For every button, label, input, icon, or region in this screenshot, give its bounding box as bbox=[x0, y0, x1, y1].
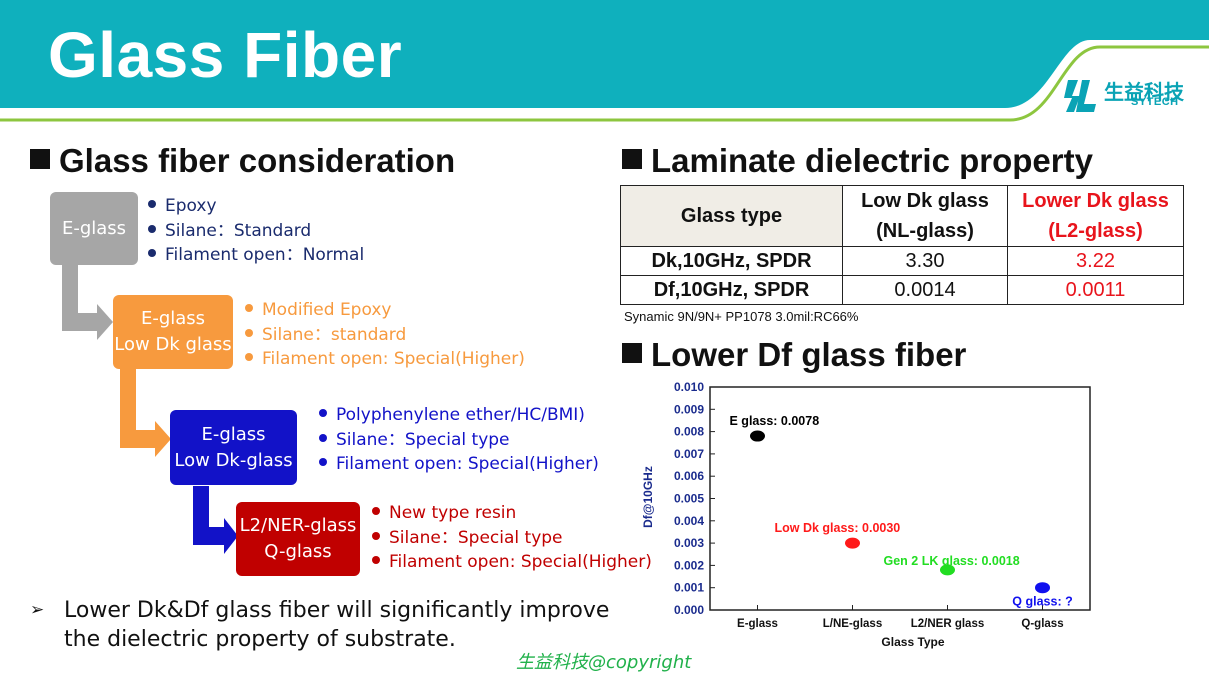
flow-box-label: Q-glass bbox=[264, 541, 332, 562]
bullet-list-low-dk-glass-2: Polyphenylene ether/HC/BMI) Silane：Speci… bbox=[319, 403, 599, 477]
y-tick-label: 0.000 bbox=[674, 603, 704, 617]
list-item: Silane：Special type bbox=[319, 428, 599, 453]
laminate-dielectric-heading: Laminate dielectric property bbox=[622, 142, 1093, 180]
list-item: Filament open: Special(Higher) bbox=[245, 347, 525, 372]
flow-arrows bbox=[62, 265, 238, 554]
data-label: Q glass: ? bbox=[1012, 595, 1072, 609]
data-point bbox=[845, 537, 860, 549]
sytech-logo-icon bbox=[1064, 80, 1096, 112]
square-bullet-icon bbox=[622, 343, 642, 363]
bullet-dot-icon bbox=[148, 249, 156, 257]
header-band bbox=[0, 0, 1209, 122]
table-note: Synamic 9N/9N+ PP1078 3.0mil:RC66% bbox=[624, 309, 859, 324]
lower-df-heading: Lower Df glass fiber bbox=[622, 336, 966, 374]
data-label: E glass: 0.0078 bbox=[730, 414, 820, 428]
x-tick-label: Q-glass bbox=[1021, 618, 1063, 630]
page-title: Glass Fiber bbox=[48, 19, 403, 91]
flow-box-label: L2/NER-glass bbox=[239, 515, 357, 536]
table-cell: 0.0011 bbox=[1007, 275, 1184, 305]
data-label: Low Dk glass: 0.0030 bbox=[775, 521, 901, 535]
y-tick-label: 0.005 bbox=[674, 492, 704, 506]
bullet-list-q-glass: New type resin Silane：Special type Filam… bbox=[372, 501, 652, 575]
data-point bbox=[750, 430, 765, 442]
bullet-list-e-glass: Epoxy Silane：Standard Filament open：Norm… bbox=[148, 194, 364, 268]
bullet-dot-icon bbox=[372, 556, 380, 564]
data-point bbox=[1035, 582, 1050, 594]
flow-box-label: Low Dk-glass bbox=[174, 449, 293, 471]
flow-box-l2-ner-q-glass: L2/NER-glass Q-glass bbox=[236, 502, 360, 576]
column-header-glass-type: Glass type bbox=[620, 185, 843, 247]
y-tick-label: 0.008 bbox=[674, 425, 704, 439]
table-row: Df,10GHz, SPDR 0.0014 0.0011 bbox=[620, 275, 1184, 305]
x-tick-label: E-glass bbox=[737, 618, 778, 630]
list-item: Epoxy bbox=[148, 194, 364, 219]
bullet-dot-icon bbox=[245, 353, 253, 361]
x-tick-label: L/NE-glass bbox=[823, 618, 882, 630]
bullet-dot-icon bbox=[245, 304, 253, 312]
bullet-dot-icon bbox=[372, 531, 380, 540]
y-tick-label: 0.002 bbox=[674, 558, 704, 572]
list-item: Modified Epoxy bbox=[245, 298, 525, 323]
list-item: Filament open: Special(Higher) bbox=[319, 452, 599, 477]
table-cell: Df,10GHz, SPDR bbox=[620, 275, 843, 305]
bullet-dot-icon bbox=[372, 507, 380, 515]
copyright-text: 生益科技@copyright bbox=[516, 652, 692, 673]
y-tick-label: 0.010 bbox=[674, 380, 704, 394]
df-scatter-chart: Df@10GHz Glass Type 0.000 0.001 0.002 0.003… bbox=[641, 380, 1091, 649]
list-item: New type resin bbox=[372, 501, 652, 526]
x-tick-label: L2/NER glass bbox=[911, 618, 985, 630]
flow-arrow-1 bbox=[62, 265, 113, 340]
bullet-dot-icon bbox=[319, 409, 327, 417]
data-label: Gen 2 LK glass: 0.0018 bbox=[884, 554, 1020, 568]
glass-fiber-consideration-heading: Glass fiber consideration bbox=[30, 142, 455, 180]
dielectric-property-table: Glass type Low Dk glass (NL-glass) Lower … bbox=[620, 185, 1184, 305]
logo-text-cn: 生益科技 bbox=[1104, 80, 1184, 104]
y-tick-label: 0.009 bbox=[674, 402, 704, 416]
conclusion-text: ➢ Lower Dk&Df glass fiber will significa… bbox=[30, 596, 609, 654]
flow-box-label: E-glass bbox=[201, 423, 266, 445]
flow-box-label: Low Dk glass bbox=[114, 334, 232, 355]
bullet-dot-icon bbox=[148, 224, 156, 233]
flow-box-low-dk-glass-2: E-glass Low Dk-glass bbox=[170, 410, 297, 485]
chart-ylabel: Df@10GHz bbox=[641, 466, 655, 528]
y-tick-label: 0.007 bbox=[674, 447, 704, 461]
bullet-dot-icon bbox=[148, 200, 156, 208]
bullet-list-low-dk-glass: Modified Epoxy Silane：standard Filament … bbox=[245, 298, 525, 372]
list-item: Filament open: Special(Higher) bbox=[372, 550, 652, 575]
chart-xlabel: Glass Type bbox=[881, 635, 944, 649]
column-header-low-dk-glass: Low Dk glass (NL-glass) bbox=[842, 185, 1008, 247]
y-tick-label: 0.001 bbox=[674, 581, 704, 595]
table-cell: 3.22 bbox=[1007, 246, 1184, 276]
table-header-row: Glass type Low Dk glass (NL-glass) Lower … bbox=[620, 185, 1184, 247]
y-tick-label: 0.003 bbox=[674, 536, 704, 550]
column-header-lower-dk-glass: Lower Dk glass (L2-glass) bbox=[1007, 185, 1184, 247]
y-tick-label: 0.004 bbox=[674, 514, 704, 528]
flow-box-low-dk-glass: E-glass Low Dk glass bbox=[113, 295, 233, 369]
bullet-dot-icon bbox=[245, 328, 253, 337]
conclusion-line: Lower Dk&Df glass fiber will significant… bbox=[64, 598, 610, 623]
table-cell: Dk,10GHz, SPDR bbox=[620, 246, 843, 276]
table-cell: 0.0014 bbox=[842, 275, 1008, 305]
square-bullet-icon bbox=[622, 149, 642, 169]
bullet-dot-icon bbox=[319, 433, 327, 442]
list-item: Filament open：Normal bbox=[148, 243, 364, 268]
flow-box-e-glass: E-glass bbox=[50, 192, 138, 265]
logo-text-en: SYTECH bbox=[1131, 96, 1179, 108]
list-item: Silane：Standard bbox=[148, 219, 364, 244]
bullet-dot-icon bbox=[319, 458, 327, 466]
y-tick-label: 0.006 bbox=[674, 469, 704, 483]
flow-box-label: E-glass bbox=[140, 308, 206, 329]
flow-arrow-3 bbox=[193, 486, 238, 554]
conclusion-line: the dielectric property of substrate. bbox=[64, 627, 456, 652]
list-item: Silane：standard bbox=[245, 323, 525, 348]
list-item: Silane：Special type bbox=[372, 526, 652, 551]
list-item: Polyphenylene ether/HC/BMI) bbox=[319, 403, 599, 428]
square-bullet-icon bbox=[30, 149, 50, 169]
flow-arrow-2 bbox=[120, 369, 171, 457]
flow-box-label: E-glass bbox=[61, 217, 127, 239]
table-row: Dk,10GHz, SPDR 3.30 3.22 bbox=[620, 246, 1184, 276]
data-point bbox=[940, 564, 955, 576]
table-cell: 3.30 bbox=[842, 246, 1008, 276]
arrow-bullet-icon: ➢ bbox=[30, 600, 45, 620]
